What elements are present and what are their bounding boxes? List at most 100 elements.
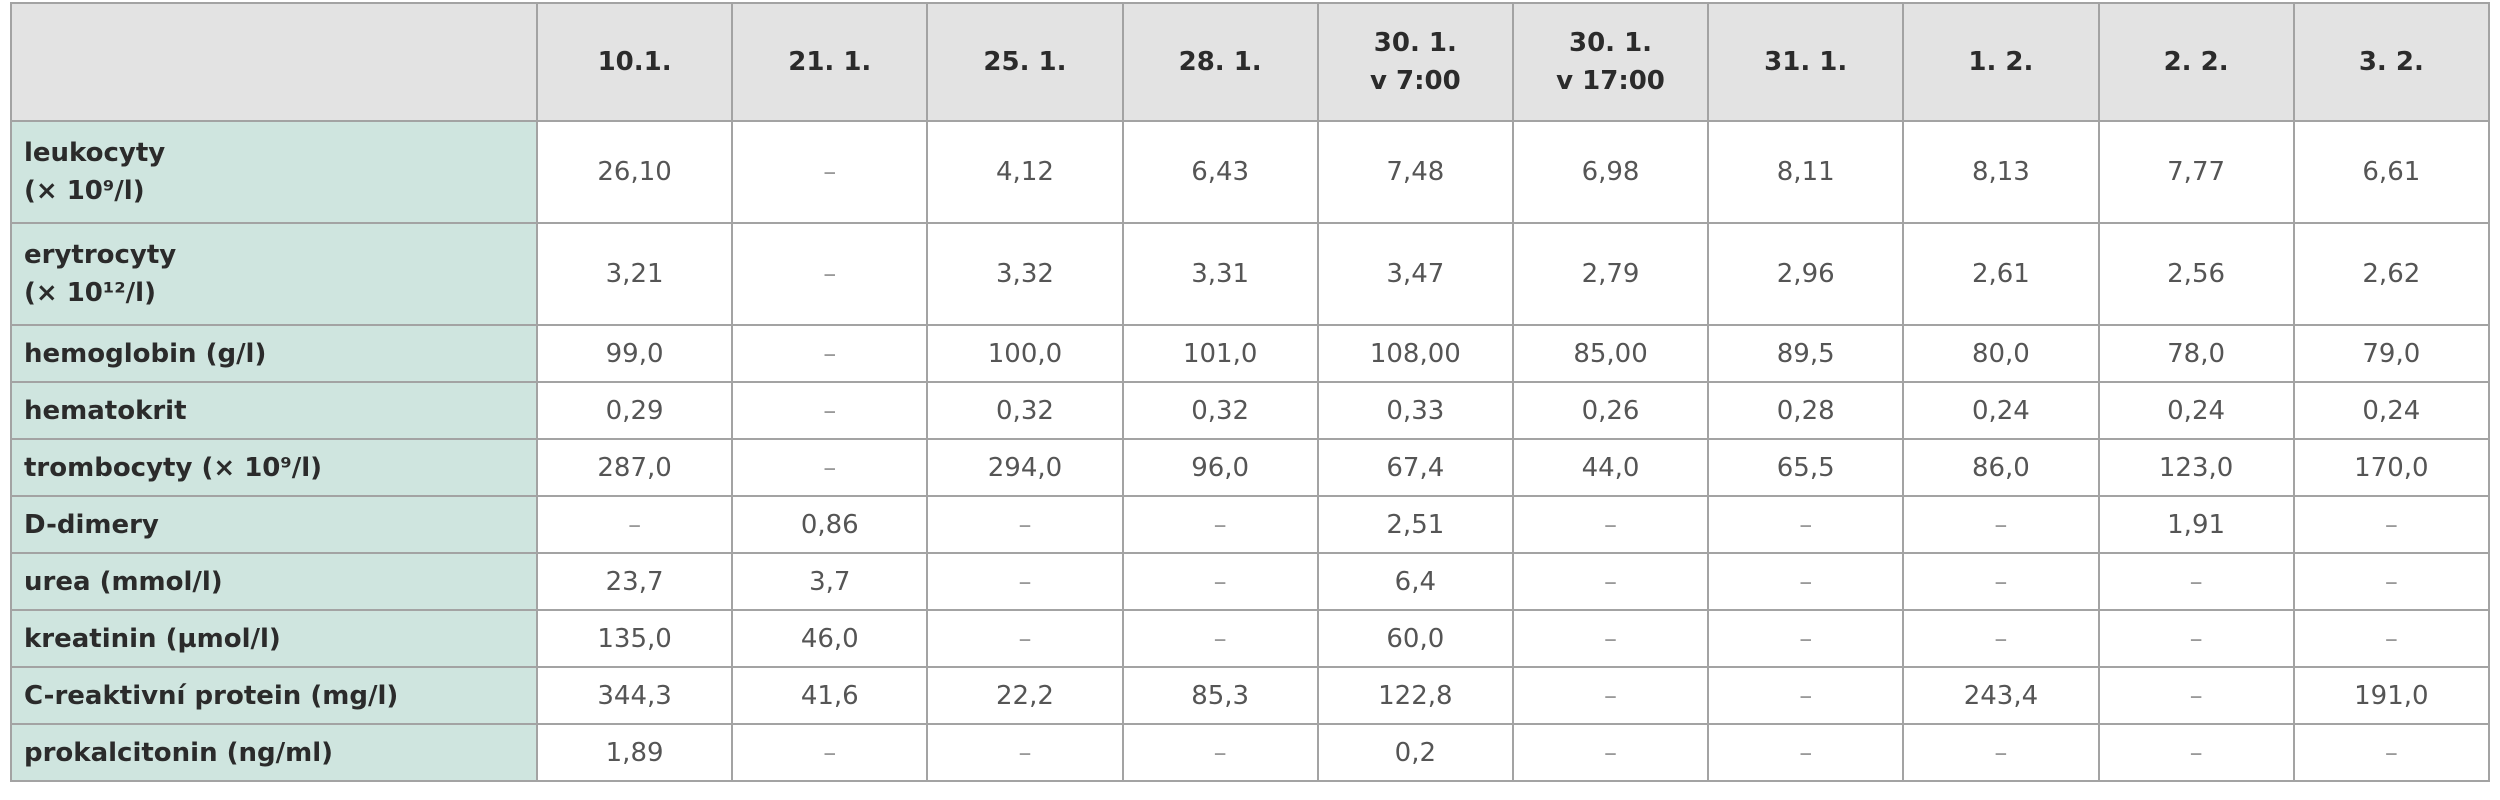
value-cell: 3,47 [1316, 222, 1514, 326]
value-cell: – [1121, 495, 1319, 554]
value-cell: 99,0 [535, 324, 734, 383]
value-cell: 0,32 [926, 381, 1124, 440]
table-row: kreatinin (µmol/l) 135,0 46,0– –60,0– – – – – [10, 609, 2491, 668]
value-cell: – [1121, 609, 1319, 668]
value-cell: – [2292, 723, 2491, 782]
value-cell: 85,3 [1121, 666, 1319, 725]
label-line: prokalcitonin (ng/ml) [24, 737, 334, 768]
corner-cell [10, 2, 538, 122]
header-line: 21. 1. [788, 47, 872, 77]
value-cell: 0,24 [2097, 381, 2295, 440]
column-header: 3. 2. [2292, 2, 2491, 122]
table-body: leukocyty (× 10⁹/l) 26,10–4,12 6,43 7,48 6,98… [10, 120, 2491, 782]
value-cell: 0,28 [1707, 381, 1905, 440]
value-cell: – [1707, 666, 1905, 725]
label-line: kreatinin (µmol/l) [24, 623, 281, 654]
value-cell: – [1121, 552, 1319, 611]
row-label: trombocyty (× 10⁹/l) [10, 438, 538, 497]
value-cell: 243,4 [1902, 666, 2100, 725]
value-cell: 0,2 [1316, 723, 1514, 782]
value-cell: 287,0 [535, 438, 734, 497]
value-cell: 7,77 [2097, 120, 2295, 224]
label-line: C-reaktivní protein (mg/l) [24, 680, 399, 711]
label-line: trombocyty (× 10⁹/l) [24, 452, 323, 483]
value-cell: – [2292, 609, 2491, 668]
value-cell: – [1902, 495, 2100, 554]
value-cell: 344,3 [535, 666, 734, 725]
value-cell: 3,7 [731, 552, 929, 611]
value-cell: 2,79 [1511, 222, 1710, 326]
value-cell: 0,29 [535, 381, 734, 440]
row-label: hematokrit [10, 381, 538, 440]
value-cell: 1,91 [2097, 495, 2295, 554]
table-row: erytrocyty (× 10¹²/l) 3,21–3,32 3,31 3,47 2,7… [10, 222, 2491, 326]
value-cell: – [1707, 723, 1905, 782]
value-cell: 6,61 [2292, 120, 2491, 224]
value-cell: 86,0 [1902, 438, 2100, 497]
header-line: v 17:00 [1556, 66, 1665, 96]
value-cell: 122,8 [1316, 666, 1514, 725]
value-cell: 80,0 [1902, 324, 2100, 383]
header-line: 31. 1. [1764, 47, 1848, 77]
table-row: D-dimery –0,86– –2,51– – –1,91– [10, 495, 2491, 554]
value-cell: – [2097, 723, 2295, 782]
table-wrap: 10.1. 21. 1. 25. 1. 28. 1. 30. 1. v 7:00 30. 1… [10, 2, 2491, 782]
value-cell: 7,48 [1316, 120, 1514, 224]
value-cell: 23,7 [535, 552, 734, 611]
header-line: 10.1. [597, 47, 672, 77]
value-cell: 3,31 [1121, 222, 1319, 326]
value-cell: – [2097, 666, 2295, 725]
value-cell: 101,0 [1121, 324, 1319, 383]
row-label: C-reaktivní protein (mg/l) [10, 666, 538, 725]
row-label: erytrocyty (× 10¹²/l) [10, 222, 538, 326]
value-cell: 89,5 [1707, 324, 1905, 383]
value-cell: 4,12 [926, 120, 1124, 224]
value-cell: 2,96 [1707, 222, 1905, 326]
value-cell: – [1902, 552, 2100, 611]
value-cell: 170,0 [2292, 438, 2491, 497]
header-line: 1. 2. [1968, 47, 2034, 77]
value-cell: – [731, 120, 929, 224]
column-header: 25. 1. [926, 2, 1124, 122]
value-cell: – [1902, 609, 2100, 668]
row-label: D-dimery [10, 495, 538, 554]
value-cell: – [926, 552, 1124, 611]
value-cell: 123,0 [2097, 438, 2295, 497]
value-cell: – [731, 438, 929, 497]
column-header: 28. 1. [1121, 2, 1319, 122]
value-cell: 0,86 [731, 495, 929, 554]
label-line: erytrocyty [24, 240, 177, 270]
value-cell: 294,0 [926, 438, 1124, 497]
value-cell: 8,11 [1707, 120, 1905, 224]
value-cell: 44,0 [1511, 438, 1710, 497]
header-line: v 7:00 [1370, 66, 1461, 96]
column-header: 30. 1. v 7:00 [1316, 2, 1514, 122]
value-cell: – [2292, 495, 2491, 554]
value-cell: – [926, 609, 1124, 668]
header-row: 10.1. 21. 1. 25. 1. 28. 1. 30. 1. v 7:00 30. 1… [10, 2, 2491, 122]
table-row: C-reaktivní protein (mg/l) 344,3 41,6 22,2 8… [10, 666, 2491, 725]
value-cell: 2,61 [1902, 222, 2100, 326]
label-line: hematokrit [24, 395, 187, 426]
value-cell: 6,4 [1316, 552, 1514, 611]
value-cell: – [1511, 552, 1710, 611]
value-cell: – [731, 723, 929, 782]
label-line: D-dimery [24, 509, 159, 540]
value-cell: 0,24 [1902, 381, 2100, 440]
value-cell: 41,6 [731, 666, 929, 725]
value-cell: – [731, 222, 929, 326]
row-label: hemoglobin (g/l) [10, 324, 538, 383]
value-cell: 46,0 [731, 609, 929, 668]
header-line: 28. 1. [1178, 47, 1262, 77]
value-cell: 0,32 [1121, 381, 1319, 440]
lab-table: 10.1. 21. 1. 25. 1. 28. 1. 30. 1. v 7:00 30. 1… [10, 2, 2491, 782]
header-line: 3. 2. [2358, 47, 2424, 77]
row-label: prokalcitonin (ng/ml) [10, 723, 538, 782]
table-row: hematokrit 0,29–0,32 0,32 0,33 0,26 0,28 0,24 0… [10, 381, 2491, 440]
header-line: 30. 1. [1373, 28, 1457, 58]
value-cell: – [1511, 609, 1710, 668]
value-cell: 108,00 [1316, 324, 1514, 383]
value-cell: 22,2 [926, 666, 1124, 725]
value-cell: 6,98 [1511, 120, 1710, 224]
value-cell: – [731, 381, 929, 440]
